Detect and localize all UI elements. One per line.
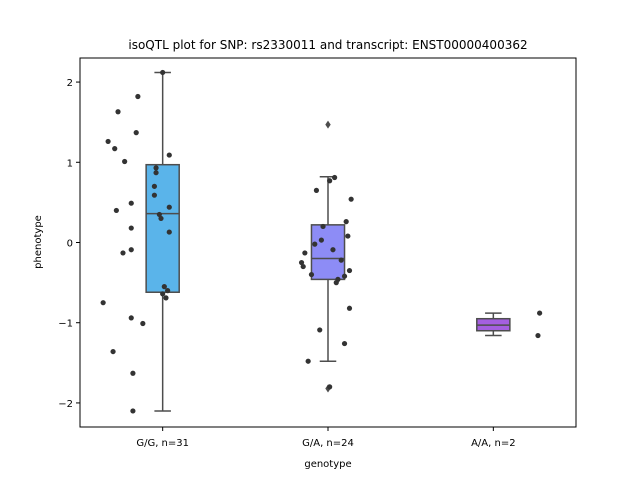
data-point: [113, 207, 119, 214]
chart-title: isoQTL plot for SNP: rs2330011 and trans…: [128, 38, 527, 52]
data-point: [156, 211, 162, 218]
data-point: [166, 229, 172, 235]
data-point: [300, 263, 306, 270]
data-point: [313, 187, 320, 193]
y-tick-label: 1: [67, 158, 73, 169]
x-tick-label: A/A, n=2: [471, 438, 516, 449]
data-point: [166, 204, 172, 210]
data-point: [128, 247, 134, 253]
data-point: [338, 257, 344, 263]
data-point: [165, 288, 171, 294]
data-point: [305, 358, 311, 364]
data-point: [158, 215, 164, 222]
data-point: [153, 165, 159, 171]
data-point: [160, 291, 166, 297]
data-point: [332, 174, 338, 181]
data-point: [346, 267, 353, 274]
data-point: [343, 219, 349, 225]
data-point: [298, 259, 305, 266]
x-tick-label: G/A, n=24: [302, 438, 354, 449]
box-iqr: [310, 224, 346, 281]
data-point: [105, 138, 111, 145]
y-tick-label: −1: [58, 319, 73, 330]
x-tick-label: G/G, n=31: [136, 438, 189, 449]
data-point: [308, 271, 315, 278]
y-tick-label: 2: [67, 78, 73, 89]
data-point: [100, 300, 106, 306]
data-point: [133, 130, 139, 136]
data-point: [140, 320, 146, 327]
data-point: [302, 250, 308, 256]
data-point: [151, 183, 157, 189]
data-point: [130, 408, 136, 414]
y-axis-label: phenotype: [33, 215, 44, 269]
data-point: [112, 146, 118, 152]
data-point: [333, 280, 339, 286]
data-point: [345, 233, 351, 239]
data-point: [330, 247, 336, 253]
data-point: [120, 250, 126, 256]
data-point: [135, 93, 141, 100]
data-point: [537, 310, 543, 316]
data-point: [115, 109, 121, 115]
data-point: [153, 170, 159, 176]
box-iqr: [145, 163, 180, 293]
data-point: [130, 370, 136, 376]
data-point: [163, 295, 169, 301]
data-point: [317, 327, 323, 333]
data-point: [151, 192, 157, 198]
y-tick-label: −2: [58, 399, 73, 410]
data-point: [160, 69, 166, 76]
data-point: [327, 384, 333, 390]
data-point: [110, 348, 116, 355]
data-point: [128, 315, 134, 321]
data-point: [128, 225, 134, 231]
data-point: [122, 158, 128, 165]
data-point: [161, 284, 167, 290]
data-point: [312, 241, 318, 247]
data-point: [128, 200, 134, 206]
data-point: [535, 332, 541, 339]
data-point: [318, 237, 324, 243]
data-point: [327, 178, 333, 184]
data-point: [348, 196, 354, 202]
data-point: [166, 152, 172, 158]
data-point: [346, 305, 353, 311]
outlier-marker: [325, 120, 331, 129]
data-point: [320, 223, 326, 230]
data-point: [341, 273, 348, 279]
x-axis-label: genotype: [304, 459, 351, 470]
y-tick-label: 0: [67, 239, 73, 250]
data-point: [341, 340, 348, 347]
